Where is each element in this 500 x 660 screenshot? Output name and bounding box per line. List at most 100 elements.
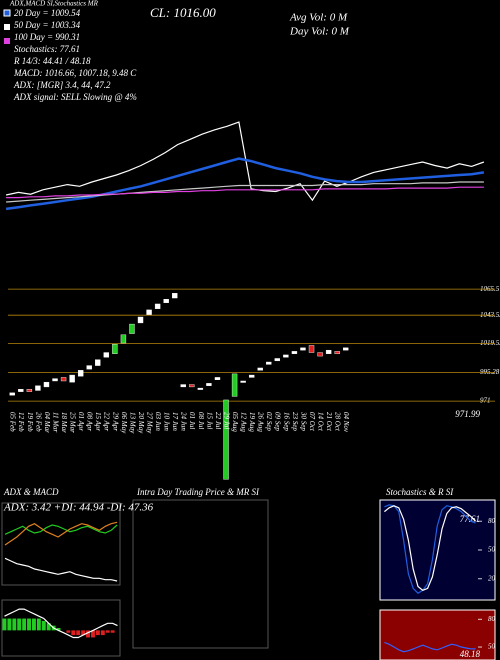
x-tick-label: 17 Jun — [171, 412, 179, 431]
candle — [129, 323, 135, 334]
volume-label: Avg Vol: 0 M — [289, 12, 348, 24]
bar — [71, 630, 76, 636]
x-tick-label: 30 Sep — [299, 411, 307, 431]
close-price: CL: 1016.00 — [150, 5, 216, 20]
annotation: 20 Day = 1009.54 — [14, 8, 81, 18]
x-tick-label: 02 Sep — [265, 412, 273, 431]
x-tick-label: 04 Mar — [43, 412, 51, 433]
bar — [22, 618, 27, 631]
x-tick-label: 12 Feb — [17, 412, 25, 432]
x-tick-label: 11 Mar — [51, 412, 59, 433]
y-tick-label: 80 — [488, 517, 496, 525]
bar — [36, 618, 41, 631]
series-line — [5, 121, 485, 202]
x-tick-label: 18 Mar — [60, 412, 68, 433]
x-tick-label: 09 Sep — [274, 412, 282, 431]
candle — [146, 309, 152, 315]
bar — [105, 630, 110, 633]
annotation: 77.61 — [460, 514, 480, 524]
series-line — [4, 557, 118, 582]
series-line — [4, 521, 118, 546]
bar — [66, 630, 71, 633]
candle — [43, 381, 50, 388]
bar — [76, 630, 81, 636]
candle — [154, 303, 161, 309]
bar — [100, 630, 105, 636]
candle — [35, 385, 41, 391]
candle — [112, 344, 118, 354]
x-tick-label: 29 Jul — [222, 412, 230, 429]
x-tick-label: 07 Oct — [308, 412, 316, 432]
candle — [343, 347, 349, 351]
series-line — [6, 186, 484, 199]
series-line — [4, 524, 118, 535]
candle — [231, 373, 238, 397]
candle — [26, 389, 33, 392]
legend-swatch — [3, 9, 11, 17]
annotation: Stochastics: 77.61 — [14, 44, 80, 54]
panel-title: Intra Day Trading Price & MR SI — [136, 487, 260, 497]
bar — [27, 618, 31, 631]
x-tick-label: 05 Feb — [9, 412, 17, 432]
candle — [163, 299, 169, 303]
annotation: MACD: 1016.66, 1007.18, 9.48 C — [13, 68, 137, 78]
candle — [317, 352, 323, 357]
macd-frame — [1, 599, 121, 657]
x-tick-label: 21 Oct — [325, 412, 333, 432]
bar — [110, 630, 115, 633]
series-line — [6, 181, 484, 203]
legend-swatch — [4, 38, 10, 44]
x-tick-label: 29 Apr — [111, 412, 119, 431]
candle — [60, 377, 67, 382]
x-tick-label: 28 Oct — [334, 412, 342, 432]
volume-label: Day Vol: 0 M — [289, 26, 350, 38]
bar — [56, 628, 61, 631]
candle — [334, 351, 340, 354]
bar — [12, 618, 17, 631]
candle — [120, 334, 127, 344]
candle — [86, 365, 92, 370]
series-line — [384, 505, 477, 591]
annotation: ADX: 3.42 +DI: 44.94 -DI: 47.36 — [3, 502, 154, 514]
x-tick-label: 24 Jun — [180, 412, 188, 431]
panel-title: ADX,MACD SI,Stochastics MR — [9, 0, 99, 8]
x-tick-label: 22 Jul — [214, 412, 222, 429]
legend-swatch — [4, 24, 10, 30]
x-tick-label: 26 Feb — [34, 412, 42, 432]
x-tick-label: 05 Aug — [231, 412, 239, 432]
candle — [172, 293, 178, 299]
bar — [41, 620, 46, 631]
candle — [266, 361, 272, 365]
x-tick-label: 15 Jul — [205, 412, 213, 429]
bar — [7, 618, 12, 631]
candle — [223, 399, 229, 480]
x-tick-label: 27 May — [145, 412, 153, 434]
series-line — [5, 157, 485, 211]
x-tick-label: 01 Apr — [77, 412, 85, 431]
x-tick-label: 15 Apr — [94, 412, 102, 431]
candle — [95, 359, 101, 366]
x-tick-label: 08 Apr — [86, 412, 94, 431]
bar — [95, 630, 100, 636]
x-tick-label: 14 Oct — [316, 412, 324, 432]
candle — [214, 377, 221, 380]
candle — [52, 378, 58, 382]
annotation: 50 Day = 1003.34 — [14, 20, 81, 30]
x-tick-label: 23 Sep — [291, 412, 299, 431]
x-tick-label: 03 Jun — [154, 412, 162, 431]
x-tick-label: 04 Nov — [342, 412, 350, 433]
rsi-frame — [379, 609, 496, 660]
candle — [18, 389, 24, 392]
candle — [274, 358, 281, 362]
candle — [197, 387, 204, 390]
y-tick-label: 80 — [488, 615, 496, 623]
x-tick-label: 06 May — [120, 412, 128, 434]
x-tick-label: 20 May — [137, 412, 145, 434]
candle — [325, 349, 332, 354]
adx-frame — [1, 502, 121, 586]
candle — [240, 380, 246, 383]
candle — [103, 352, 110, 358]
y-tick-label: 50 — [488, 546, 496, 554]
x-tick-label: 22 Apr — [103, 412, 111, 431]
candle — [9, 392, 15, 396]
